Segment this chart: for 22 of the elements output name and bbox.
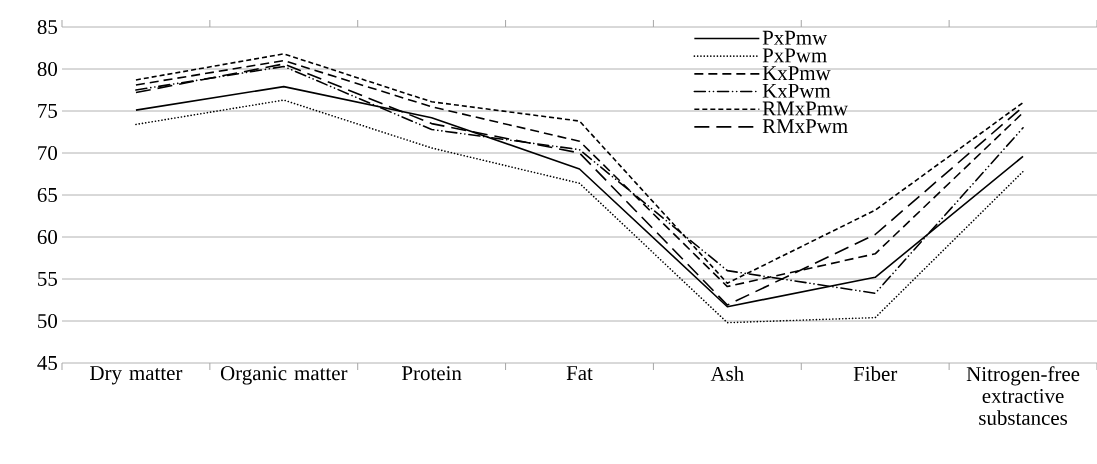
x-tick-label: Protein bbox=[402, 366, 462, 381]
x-tick-label: Organic matter bbox=[220, 366, 348, 385]
legend-label: KxPmw bbox=[762, 66, 831, 81]
legend-label: RMxPwm bbox=[762, 119, 848, 134]
y-tick-label: 45 bbox=[37, 356, 57, 370]
x-tick-label: Ash bbox=[710, 366, 744, 381]
legend-label: PxPmw bbox=[762, 30, 828, 45]
y-tick-label: 65 bbox=[37, 187, 57, 203]
x-tick-label: Dry matter bbox=[90, 366, 183, 385]
x-tick-label: Fiber bbox=[853, 366, 898, 381]
y-tick-label: 75 bbox=[38, 104, 57, 118]
x-tick-label: Nitrogen-free extractive substances bbox=[966, 366, 1080, 425]
legend-label: PxPwm bbox=[762, 48, 827, 63]
y-tick-label: 80 bbox=[37, 61, 58, 77]
x-tick-label: Fat bbox=[566, 366, 593, 381]
y-tick-label: 55 bbox=[38, 272, 57, 286]
y-tick-label: 60 bbox=[37, 229, 58, 245]
legend-label: KxPwm bbox=[762, 83, 831, 98]
y-tick-label: 70 bbox=[38, 145, 58, 161]
y-tick-label: 50 bbox=[38, 313, 58, 329]
legend-label: RMxPmw bbox=[762, 101, 849, 116]
y-tick-label: 85 bbox=[37, 19, 57, 35]
